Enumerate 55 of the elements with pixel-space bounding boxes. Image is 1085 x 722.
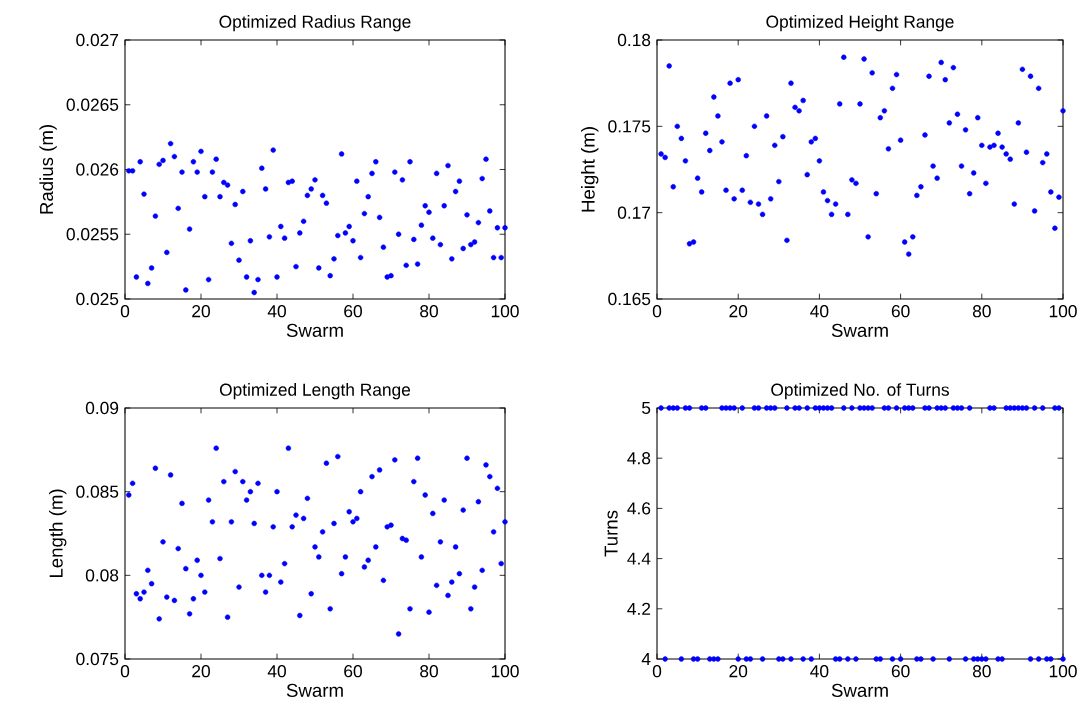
y-tick-label: 0.09 (85, 401, 119, 415)
y-tick-label: 0.026 (76, 163, 119, 176)
y-tick-label: 0.165 (608, 292, 651, 306)
x-axis-title: Swarm (831, 323, 888, 338)
x-tick-label: 40 (810, 665, 829, 678)
y-tick-label: 0.08 (85, 569, 119, 582)
y-tick-label: 4.2 (627, 602, 651, 615)
chart-title: Optimized No. of Turns (771, 383, 949, 400)
y-tick-label: 0.0255 (66, 228, 119, 241)
y-tick-label: 4.4 (627, 552, 651, 565)
x-tick-label: 60 (344, 665, 362, 678)
x-tick-label: 40 (267, 305, 286, 318)
x-tick-label: 20 (729, 305, 748, 318)
y-tick-label: 0.175 (608, 120, 651, 133)
x-tick-label: 0 (120, 305, 130, 318)
x-tick-label: 20 (729, 665, 748, 678)
y-tick-label: 0.18 (617, 33, 651, 47)
y-tick-label: 5 (642, 401, 651, 415)
x-tick-label: 20 (192, 305, 210, 318)
y-tick-label: 0.025 (76, 292, 119, 306)
x-tick-label: 40 (267, 665, 286, 678)
y-tick-label: 0.075 (76, 652, 119, 666)
x-tick-label: 60 (344, 305, 362, 318)
x-tick-label: 100 (1049, 665, 1077, 678)
x-tick-label: 100 (491, 305, 519, 318)
x-tick-label: 100 (491, 665, 519, 678)
chart-title: Optimized Height Range (766, 15, 954, 32)
y-tick-label: 0.085 (76, 485, 119, 498)
chart-title: Optimized Radius Range (219, 15, 411, 32)
y-tick-label: 0.027 (76, 33, 119, 47)
y-tick-label: 0.0265 (66, 98, 119, 111)
y-tick-label: 0.17 (617, 206, 651, 219)
x-tick-label: 60 (891, 305, 910, 318)
x-tick-label: 40 (810, 305, 829, 318)
y-axis-title: Turns (604, 510, 618, 557)
x-tick-label: 80 (972, 665, 991, 678)
y-tick-label: 4 (641, 653, 651, 665)
y-tick-label: 4.8 (627, 452, 651, 465)
y-axis-title: Radius (m) (39, 125, 57, 214)
x-axis-title: Swarm (286, 323, 343, 338)
x-axis-title: Swarm (286, 683, 343, 698)
x-tick-label: 80 (420, 305, 438, 318)
x-tick-label: 0 (652, 665, 662, 678)
x-tick-label: 80 (420, 665, 438, 678)
x-tick-label: 60 (891, 665, 910, 678)
x-tick-label: 0 (120, 665, 130, 678)
y-tick-label: 4.6 (627, 502, 651, 515)
x-tick-label: 20 (192, 665, 210, 678)
x-tick-label: 100 (1049, 305, 1077, 318)
chart-title: Optimized Length Range (219, 383, 411, 400)
x-axis-title: Swarm (831, 683, 888, 698)
x-tick-label: 80 (972, 305, 991, 318)
y-axis-title: Height (m) (581, 127, 599, 212)
x-tick-label: 0 (652, 305, 662, 318)
y-axis-title: Length (m) (49, 489, 67, 578)
